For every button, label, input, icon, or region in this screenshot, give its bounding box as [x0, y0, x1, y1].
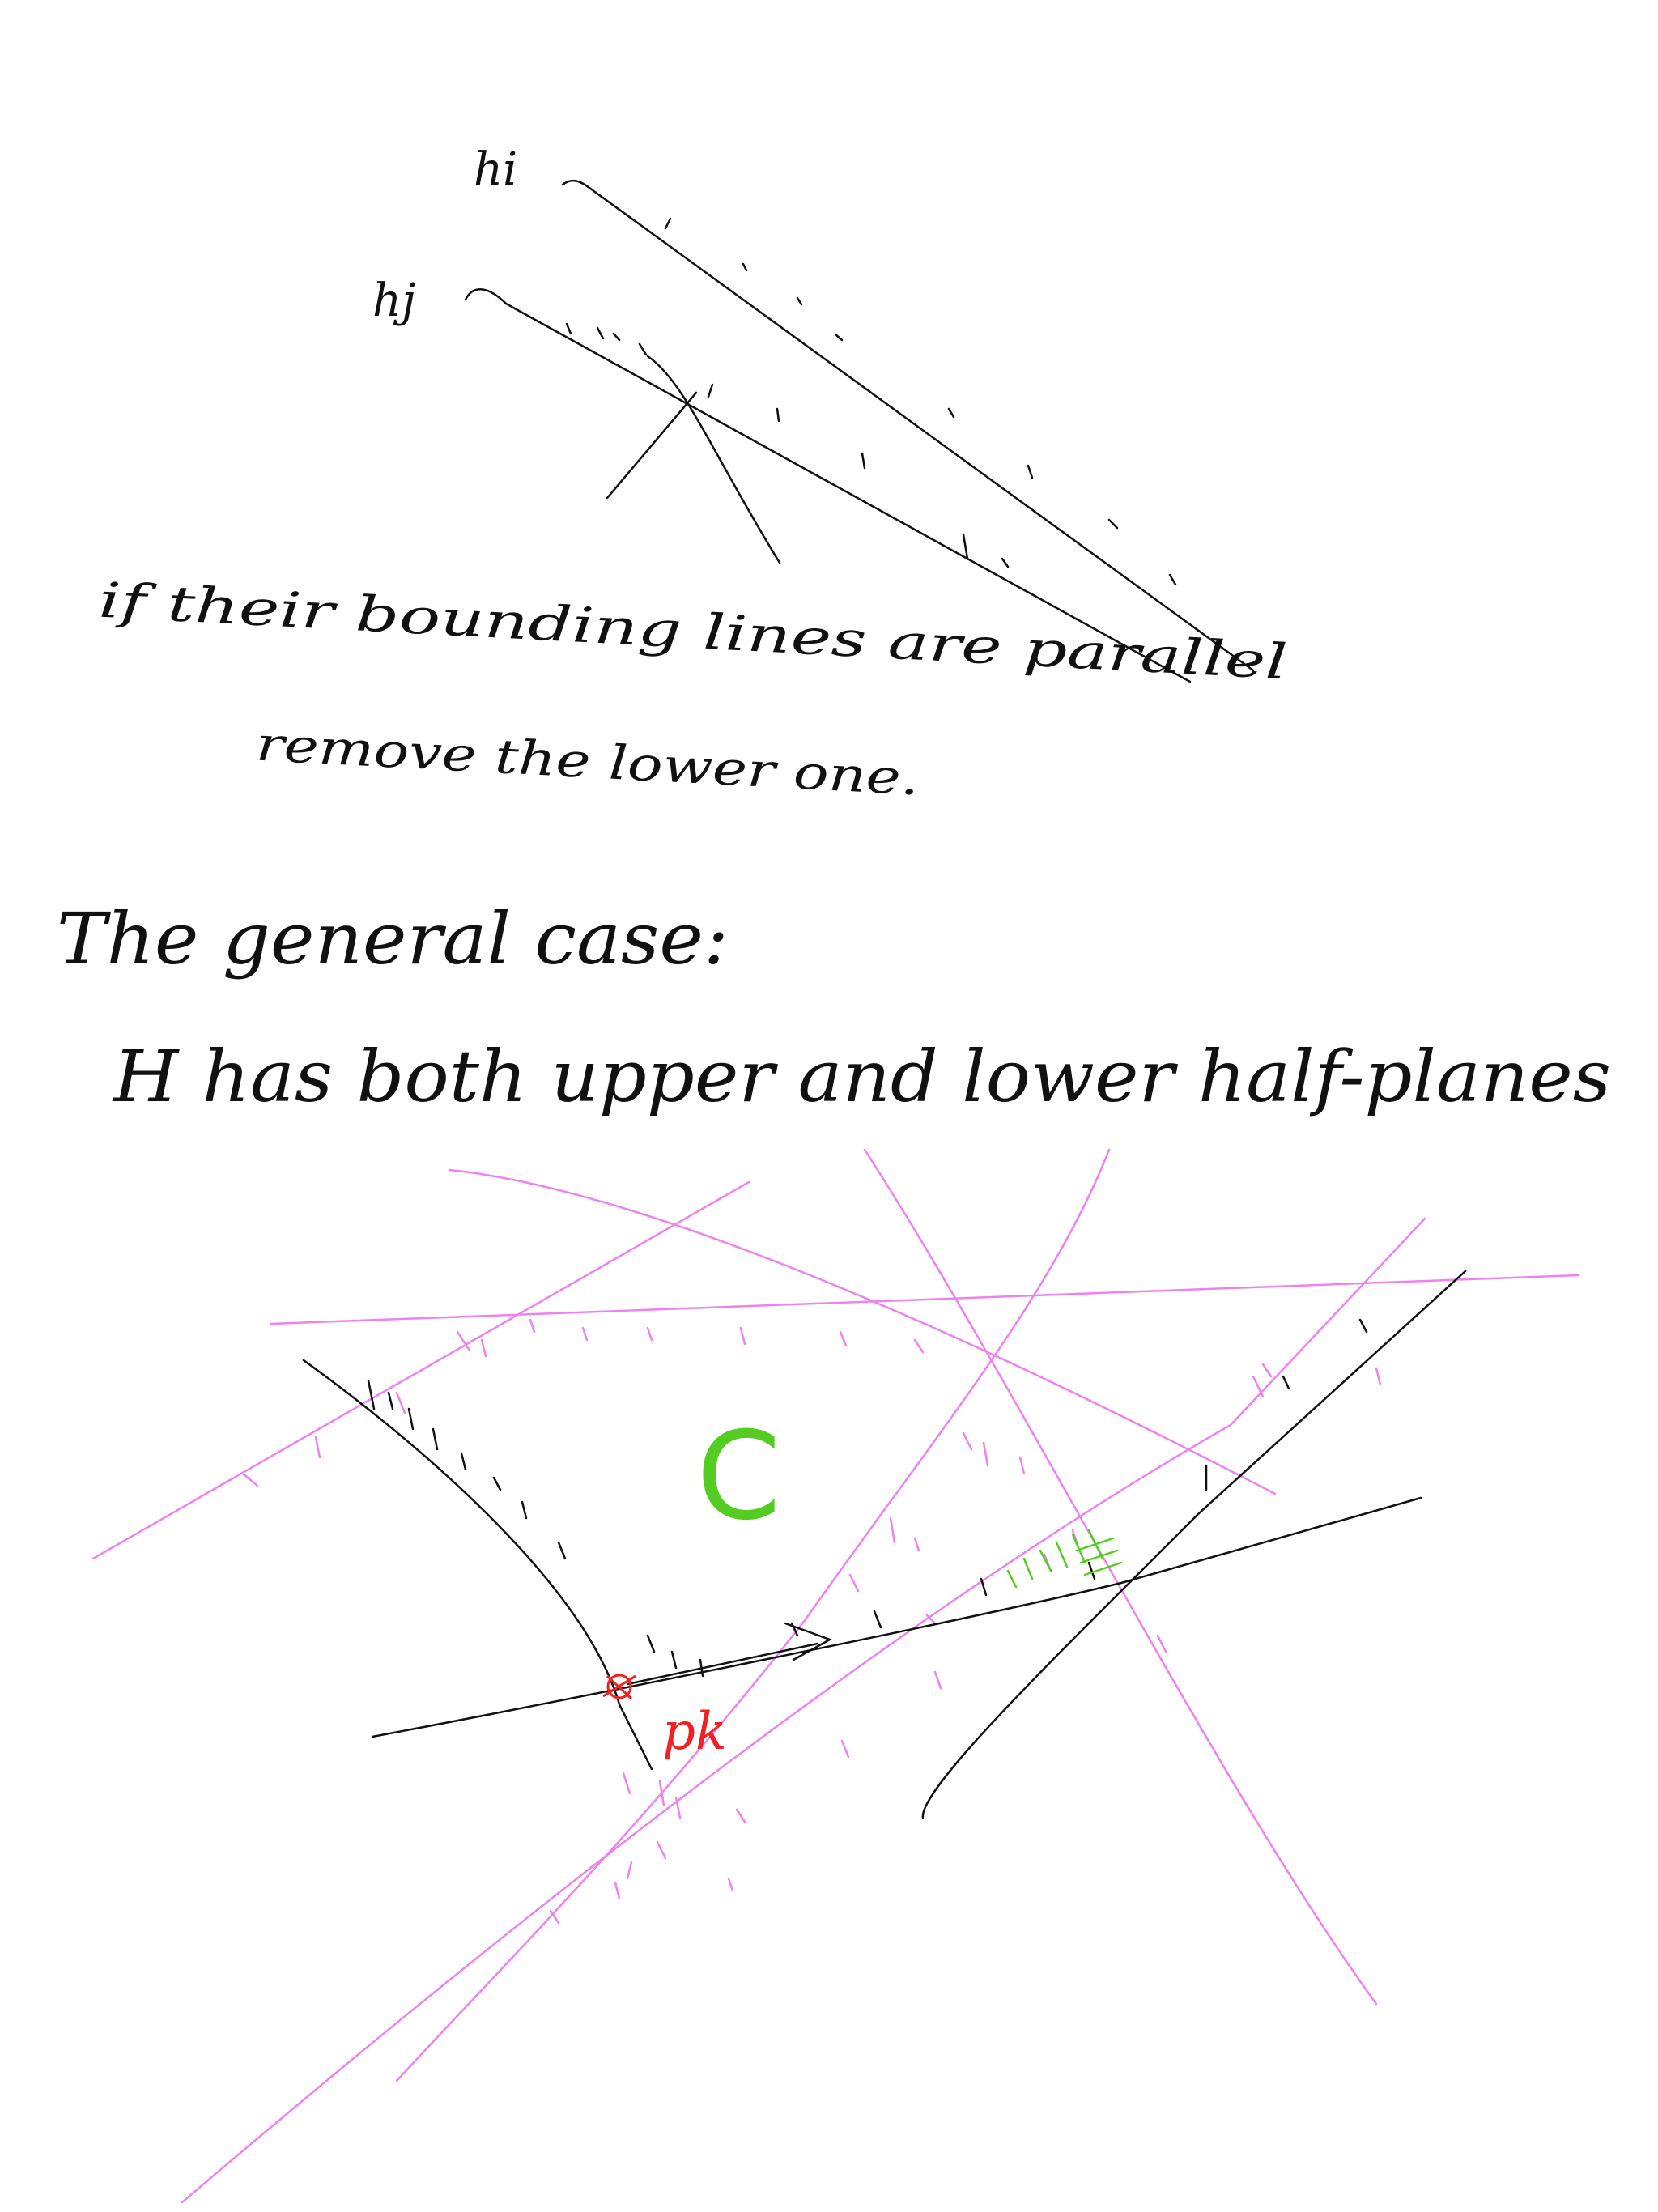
pink-line-1: [448, 1168, 1277, 1495]
pink-line-4: [395, 1148, 1111, 2082]
pink-line-5: [863, 1148, 1378, 2006]
green-hatching: [1006, 1529, 1123, 1589]
crossing-curve-b: [646, 355, 781, 564]
pink-line-2: [270, 1274, 1580, 1325]
line-hi: [561, 179, 1255, 672]
pink-line-3: [91, 1180, 750, 1560]
label-hj: hj: [372, 274, 415, 327]
horizontal-line: [371, 1496, 1422, 1738]
upper-boundary-line: [921, 1270, 1467, 1819]
note-line-2: remove the lower one.: [255, 717, 920, 806]
lower-boundary-curve: [302, 1359, 653, 1771]
direction-arrow-head: [784, 1622, 833, 1661]
hatch-marks-hj: [565, 322, 1010, 568]
region-label-c: C: [696, 1406, 781, 1547]
black-hatch-marks: [367, 1318, 1368, 1678]
general-case-subheading: H has both upper and lower half-planes: [112, 1035, 1611, 1118]
direction-arrow-shaft: [626, 1642, 819, 1686]
pink-hatch-marks: [241, 1318, 1382, 1925]
line-hj: [464, 288, 1192, 683]
label-hi: hi: [474, 143, 517, 196]
pink-lines: [91, 1148, 1580, 2204]
note-line-1: if their bounding lines are parallel: [97, 572, 1289, 691]
hatch-marks-hi: [664, 217, 1177, 586]
general-case-heading: The general case:: [57, 897, 729, 981]
pink-line-6: [181, 1217, 1426, 2204]
point-pk-label: pk: [662, 1702, 727, 1762]
point-pk-marker: [602, 1674, 636, 1700]
top-sketch: [464, 179, 1255, 683]
black-lines: [302, 1270, 1467, 1819]
crossing-line-a: [606, 391, 698, 500]
